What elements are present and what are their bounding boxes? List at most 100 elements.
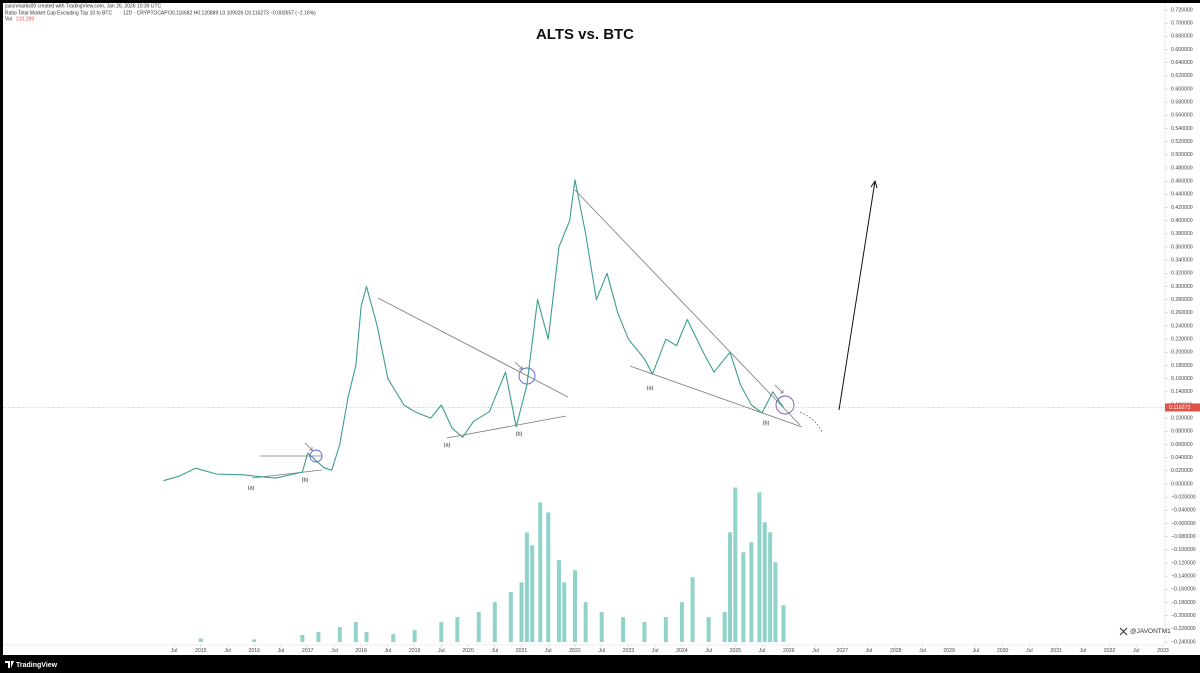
x-tick-label: 2019: [409, 648, 421, 654]
y-tick-label: 0.700000: [1171, 21, 1193, 27]
volume-bar: [492, 602, 497, 642]
x-tick-label: Jul: [759, 648, 766, 654]
volume-bar: [252, 639, 257, 642]
volume-bar: [391, 634, 396, 642]
x-tick-label: Jul: [652, 648, 659, 654]
volume-bar: [538, 502, 543, 642]
last-price-tag: [1165, 403, 1200, 412]
x-tick-label: Jul: [224, 648, 231, 654]
volume-bar: [524, 532, 529, 642]
volume-bar: [476, 612, 481, 642]
chart-title: ALTS vs. BTC: [536, 26, 634, 43]
x-tick-label: Jul: [545, 648, 552, 654]
x-tick-label: 2015: [195, 648, 207, 654]
x-tick-label: Jul: [1079, 648, 1086, 654]
volume-bar: [663, 617, 668, 642]
credit: jasonmarks00 created with TradingView.co…: [4, 3, 161, 9]
volume-bar: [530, 545, 535, 642]
x-tick-label: 2024: [676, 648, 688, 654]
footer-brand: TradingView: [16, 662, 58, 669]
x-tick-label: 2021: [516, 648, 528, 654]
y-tick-label: 0.300000: [1171, 284, 1193, 290]
footer: TradingView: [5, 661, 58, 669]
x-tick-label: Jul: [973, 648, 980, 654]
x-tick-label: Jul: [866, 648, 873, 654]
y-tick-label: 0.400000: [1171, 218, 1193, 224]
y-tick-label: 0.160000: [1171, 376, 1193, 382]
y-tick-label: 0.180000: [1171, 363, 1193, 369]
y-tick-label: 0.080000: [1171, 429, 1193, 435]
x-tick-label: 2016: [248, 648, 260, 654]
y-tick-label: −0.200000: [1171, 613, 1196, 619]
x-tick-label: 2028: [890, 648, 902, 654]
y-tick-label: −0.040000: [1171, 508, 1196, 514]
x-tick-label: Jul: [385, 648, 392, 654]
x-tick-label: 2026: [783, 648, 795, 654]
volume-bar: [572, 570, 577, 642]
y-tick-label: 0.020000: [1171, 468, 1193, 474]
y-tick-label: −0.060000: [1171, 521, 1196, 527]
volume-bar: [762, 522, 767, 642]
y-tick-label: 0.040000: [1171, 455, 1193, 461]
y-tick-label: −0.020000: [1171, 495, 1196, 501]
x-tick-label: 2023: [623, 648, 635, 654]
y-tick-label: 0.720000: [1171, 7, 1193, 13]
y-tick-label: 0.660000: [1171, 47, 1193, 53]
x-tick-label: 2027: [836, 648, 848, 654]
volume-bar: [749, 542, 754, 642]
y-tick-label: 0.060000: [1171, 442, 1193, 448]
x-tick-label: 2025: [730, 648, 742, 654]
volume-bar: [690, 577, 695, 642]
wave-label: (b): [302, 477, 309, 483]
y-tick-label: 0.500000: [1171, 152, 1193, 158]
y-tick-label: 0.480000: [1171, 165, 1193, 171]
y-tick-label: 0.560000: [1171, 113, 1193, 119]
y-tick-label: 0.420000: [1171, 205, 1193, 211]
y-tick-label: 0.380000: [1171, 231, 1193, 237]
y-tick-label: −0.080000: [1171, 534, 1196, 540]
wave-label: (a): [647, 385, 654, 391]
y-tick-label: 0.580000: [1171, 100, 1193, 106]
x-tick-label: 2032: [1104, 648, 1116, 654]
volume-bar: [741, 552, 746, 642]
y-tick-label: −0.120000: [1171, 560, 1196, 566]
volume-bar: [508, 592, 513, 642]
y-tick-label: 0.620000: [1171, 73, 1193, 79]
ohlc: O0.116682 H0.120889 L0.109026 C0.116273 …: [168, 10, 316, 16]
volume-bar: [412, 630, 417, 642]
volume-bar: [300, 634, 305, 642]
x-tick-label: Jul: [171, 648, 178, 654]
wave-label: (b): [516, 431, 523, 437]
y-tick-label: 0.340000: [1171, 258, 1193, 264]
y-tick-label: 0.100000: [1171, 416, 1193, 422]
volume-bar: [337, 627, 342, 642]
symbol-info: · 12D · CRYPTOCAP: [120, 10, 168, 16]
volume-bar: [773, 562, 778, 642]
volume-bar: [768, 532, 773, 642]
volume-bar: [757, 492, 762, 642]
symbol-name: Ratio Total Market Cap Excluding Top 10 …: [5, 10, 112, 16]
chart-background: [3, 3, 1200, 655]
y-tick-label: 0.640000: [1171, 60, 1193, 66]
x-tick-label: Jul: [438, 648, 445, 654]
y-tick-label: 0.260000: [1171, 310, 1193, 316]
y-tick-label: 0.280000: [1171, 297, 1193, 303]
price-line: [163, 179, 784, 482]
wave-label: (b): [763, 420, 770, 426]
x-tick-label: Jul: [491, 648, 498, 654]
y-tick-label: −0.220000: [1171, 626, 1196, 632]
x-tick-label: 2020: [462, 648, 474, 654]
y-tick-label: 0.200000: [1171, 350, 1193, 356]
y-tick-label: −0.140000: [1171, 574, 1196, 580]
volume-bar: [621, 617, 626, 642]
y-tick-label: 0.600000: [1171, 86, 1193, 92]
volume-bar: [722, 612, 727, 642]
wave-label: (a): [248, 485, 255, 491]
volume-bar: [583, 602, 588, 642]
watermark-text: @JAVONTM1: [1130, 628, 1171, 635]
vol-label: Vol: [5, 16, 12, 22]
x-tick-label: 2030: [997, 648, 1009, 654]
x-tick-label: 2033: [1157, 648, 1169, 654]
watermark: @JAVONTM1: [1119, 627, 1171, 636]
